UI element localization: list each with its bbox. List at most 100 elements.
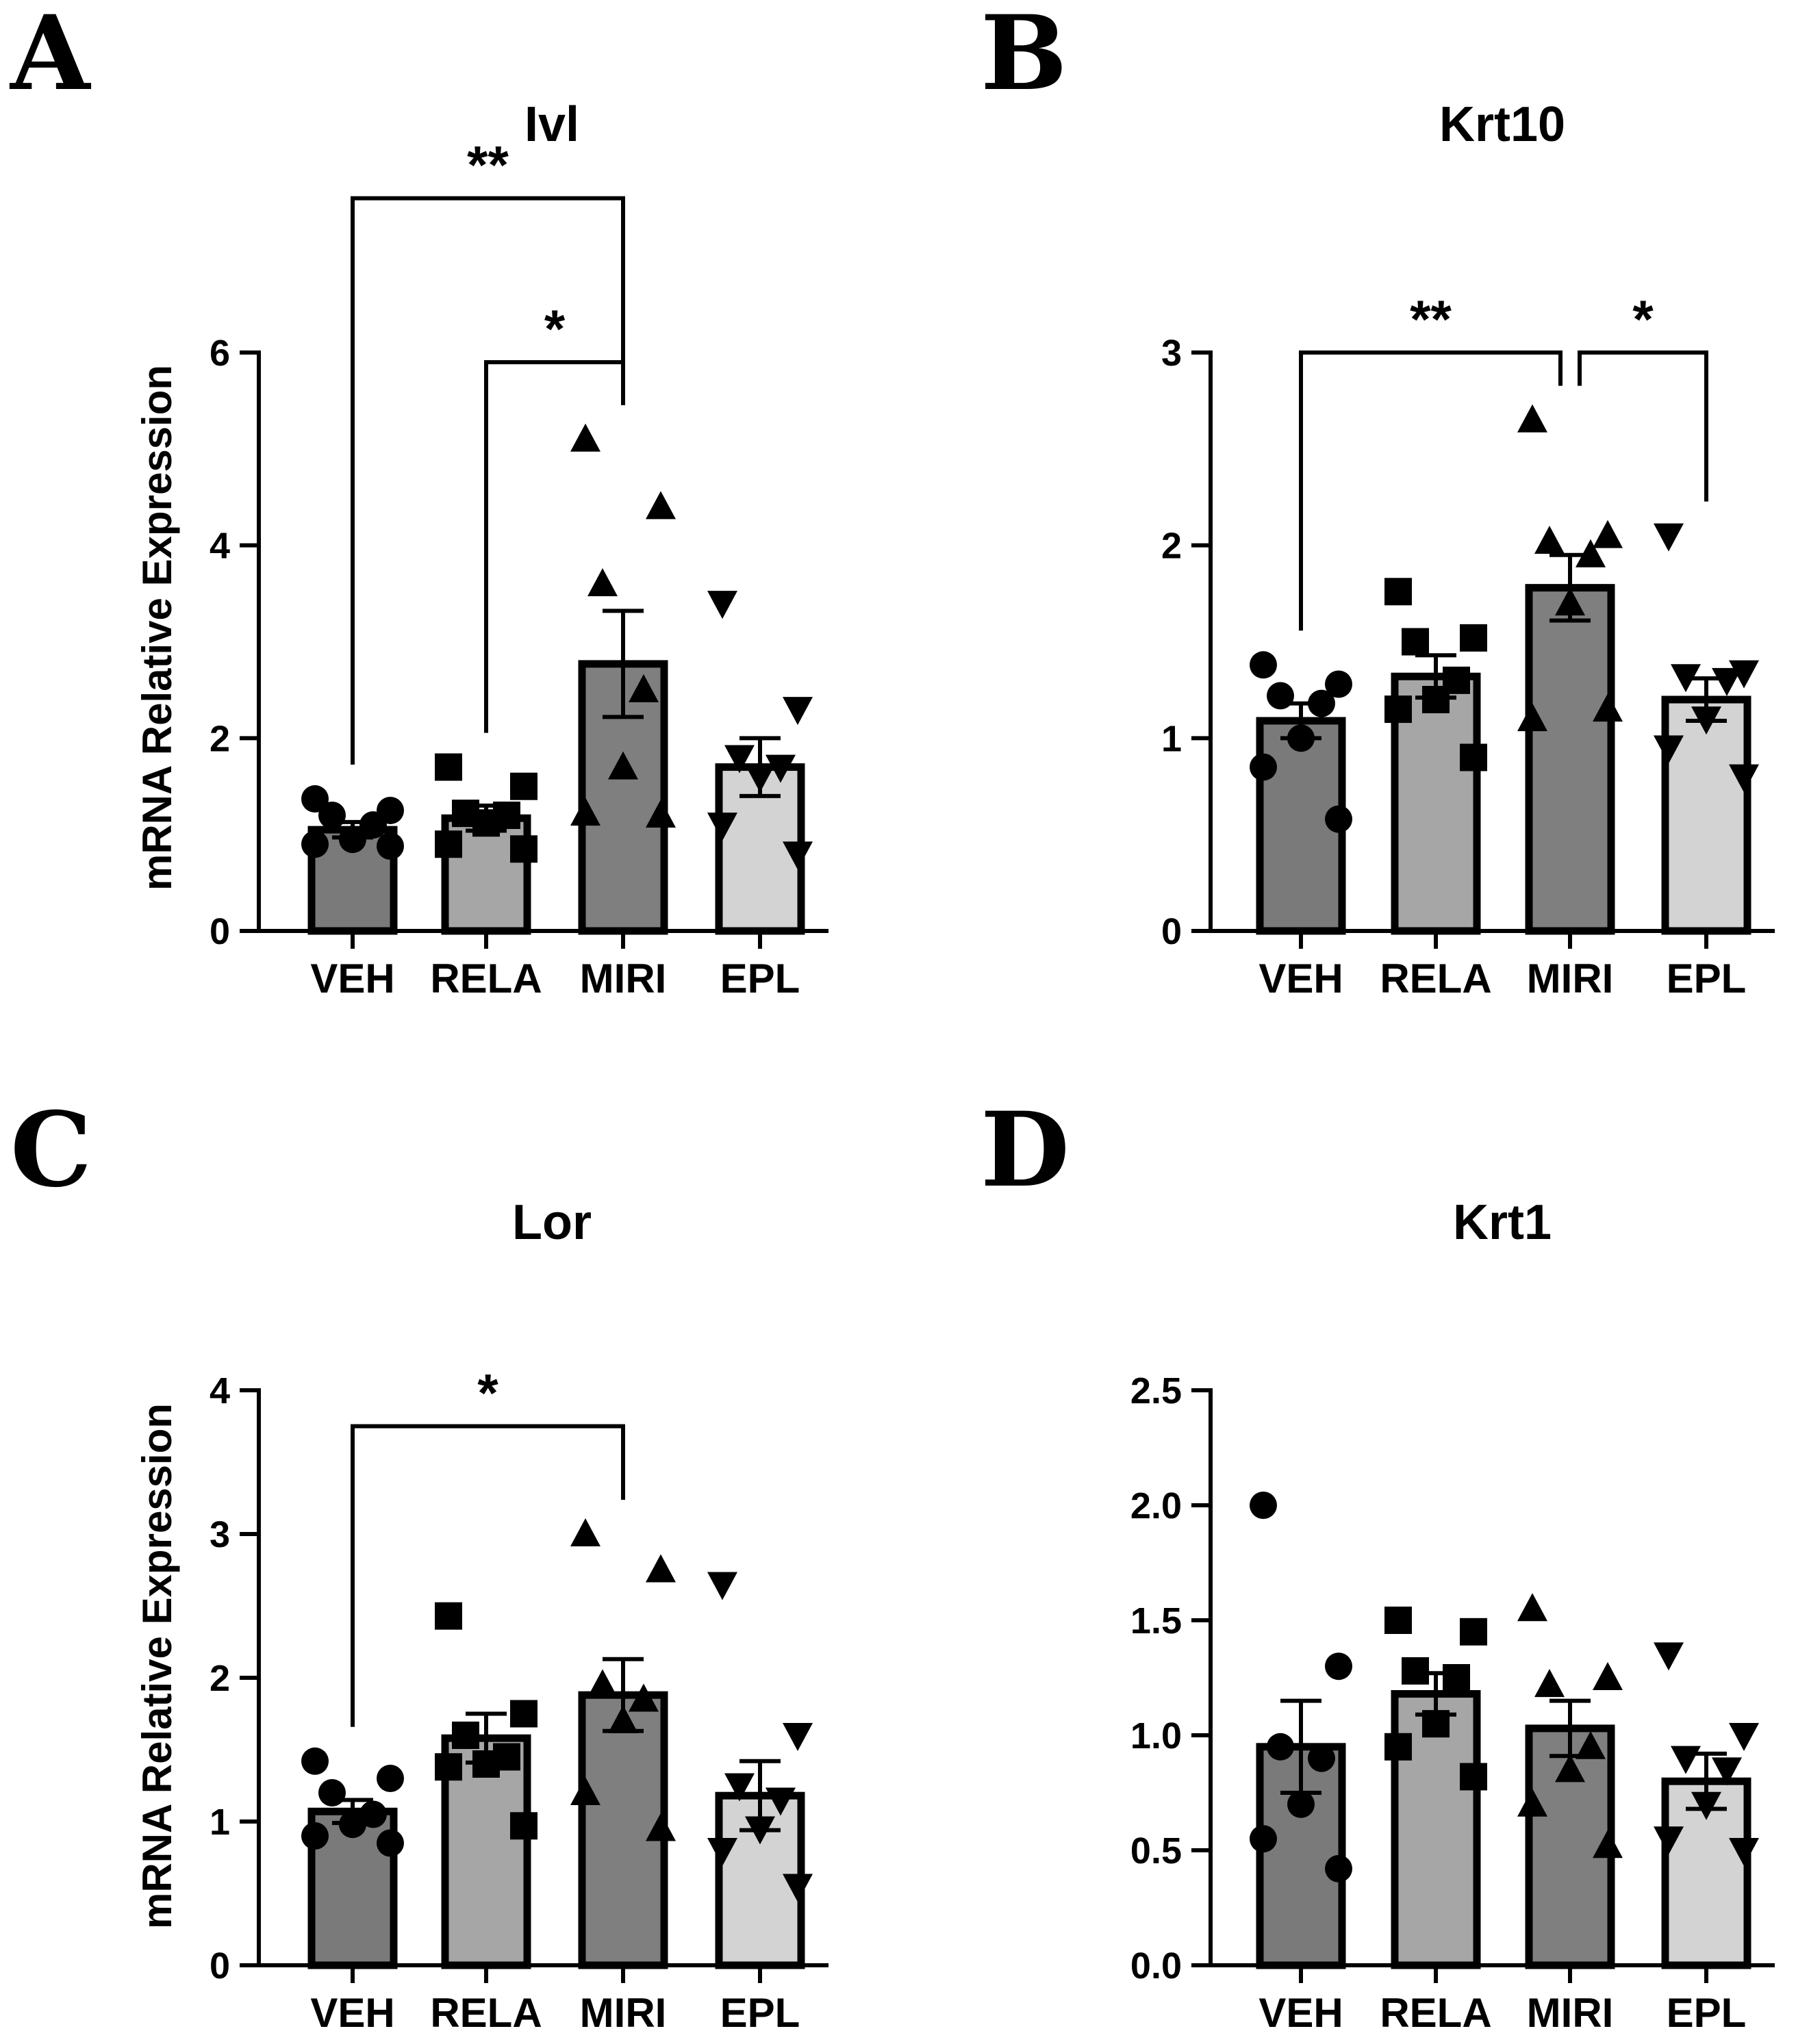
data-point: [570, 1518, 600, 1546]
data-point: [435, 753, 462, 781]
y-tick-label: 0: [210, 911, 230, 952]
data-point: [1250, 651, 1277, 679]
y-tick-label: 1.5: [1130, 1600, 1182, 1641]
significance-label: *: [477, 1363, 498, 1423]
y-tick-label: 2.0: [1130, 1485, 1182, 1526]
data-point: [1460, 624, 1487, 652]
data-point: [1460, 743, 1487, 771]
panel-a: A Ivl mRNA Relative Expression 0 2 4 6 VEH RE…: [9, 0, 828, 1001]
data-point: [1671, 1746, 1701, 1774]
data-point: [1593, 693, 1623, 722]
x-tick-label: VEH: [310, 1990, 394, 2036]
data-point: [629, 1683, 659, 1712]
data-point: [707, 813, 737, 841]
data-point: [570, 423, 600, 452]
chart-title: Krt1: [1453, 1195, 1552, 1250]
data-point: [724, 1773, 755, 1802]
data-point: [1443, 1664, 1470, 1691]
y-tick-label: 6: [210, 333, 230, 374]
data-point: [301, 1747, 329, 1775]
data-point: [783, 1723, 813, 1751]
panel-letter: C: [10, 1090, 92, 1210]
significance-label: **: [467, 135, 509, 195]
x-tick-label: EPL: [720, 1990, 800, 2036]
data-point: [783, 841, 813, 870]
data-point: [1729, 764, 1759, 793]
data-point: [707, 1838, 737, 1866]
data-point: [766, 754, 796, 783]
panel-letter: D: [981, 1090, 1070, 1210]
y-tick-label: 2: [210, 1658, 230, 1699]
data-point: [510, 772, 537, 800]
significance-label: *: [1632, 289, 1654, 349]
data-point: [301, 830, 329, 858]
data-point: [587, 568, 618, 596]
data-point: [377, 1765, 404, 1792]
data-point: [766, 1787, 796, 1816]
data-point: [359, 811, 387, 839]
significance-bracket: [351, 1424, 625, 1727]
x-tick-label: RELA: [1380, 956, 1491, 1001]
data-point: [570, 1777, 600, 1805]
data-point: [301, 785, 329, 813]
data-point: [452, 1722, 479, 1749]
data-point: [1384, 578, 1412, 606]
data-point: [1593, 520, 1623, 548]
y-tick-label: 2: [210, 718, 230, 759]
significance-bracket: [1578, 350, 1708, 502]
data-point: [1402, 628, 1429, 656]
data-point: [570, 797, 600, 826]
significance-bracket: [351, 196, 625, 765]
data-point: [1325, 1652, 1352, 1681]
y-tick-label: 1: [210, 1802, 230, 1843]
data-point: [1384, 1607, 1412, 1634]
data-point: [1250, 753, 1277, 781]
data-point: [1250, 1825, 1277, 1853]
data-point: [1654, 1642, 1684, 1671]
data-point: [1654, 1826, 1684, 1855]
chart-title: Lor: [512, 1195, 592, 1250]
y-tick-label: 4: [210, 526, 230, 567]
data-point: [1517, 1788, 1547, 1817]
data-point: [377, 832, 404, 860]
significance-label: *: [544, 298, 566, 359]
data-point: [1517, 703, 1547, 732]
data-point: [1729, 1838, 1759, 1866]
data-point: [608, 751, 638, 780]
significance-bracket: [1299, 350, 1563, 631]
data-point: [1325, 670, 1352, 698]
x-tick-label: EPL: [720, 956, 800, 1001]
data-point: [1712, 667, 1742, 696]
x-tick-label: MIRI: [1527, 1990, 1614, 2036]
data-point: [724, 745, 755, 774]
chart-title: Krt10: [1439, 97, 1565, 152]
y-axis-label: mRNA Relative Expression: [134, 1403, 180, 1929]
y-tick-label: 0: [210, 1945, 230, 1986]
x-tick-label: VEH: [1258, 956, 1343, 1001]
data-point: [1460, 1618, 1487, 1646]
x-tick-label: VEH: [310, 956, 394, 1001]
chart-title: Ivl: [524, 97, 579, 152]
plot-area: 0 1 2 3 4 VEH RELA MIRI EPL *: [210, 1363, 828, 2036]
data-point: [1384, 1733, 1412, 1761]
y-tick-label: 0: [1161, 911, 1182, 952]
x-tick-label: EPL: [1667, 956, 1747, 1001]
bar-miri: [1525, 584, 1615, 935]
data-point: [1654, 523, 1684, 552]
data-point: [646, 1554, 676, 1583]
y-tick-label: 0.5: [1130, 1830, 1182, 1871]
x-tick-label: MIRI: [1527, 956, 1614, 1001]
data-point: [1593, 1830, 1623, 1858]
y-axis-label: mRNA Relative Expression: [134, 365, 180, 891]
data-point: [1517, 1593, 1547, 1622]
data-point: [1402, 1657, 1429, 1685]
y-tick-label: 3: [1161, 333, 1182, 374]
y-tick-label: 2.5: [1130, 1370, 1182, 1411]
data-point: [587, 1669, 618, 1698]
y-tick-label: 1: [1161, 718, 1182, 759]
data-point: [1250, 1492, 1277, 1519]
data-point: [377, 1829, 404, 1857]
data-point: [1729, 1723, 1759, 1751]
